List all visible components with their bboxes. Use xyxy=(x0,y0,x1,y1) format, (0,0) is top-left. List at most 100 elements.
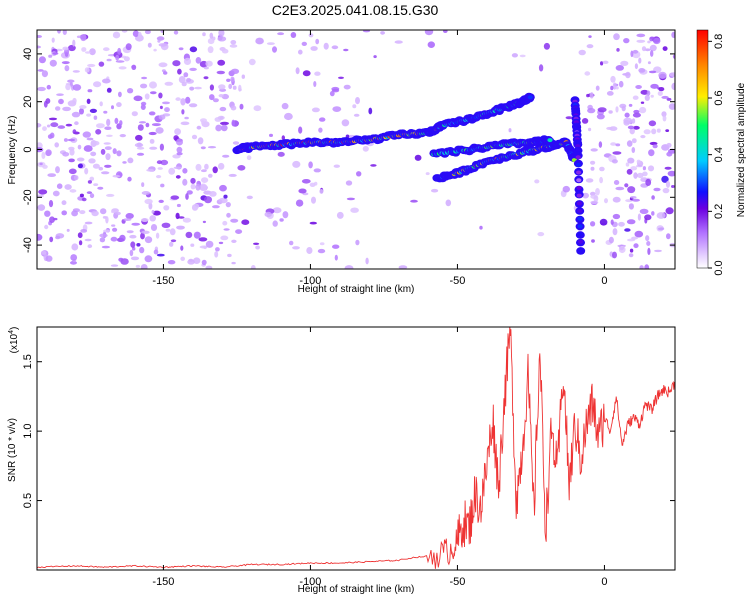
heatmap-noise-cell xyxy=(201,177,209,184)
heatmap-noise-cell xyxy=(195,183,201,191)
heatmap-noise-cell xyxy=(79,105,87,109)
heatmap-noise-cell xyxy=(144,255,153,263)
heatmap-ridge-cell xyxy=(577,209,583,213)
heatmap-noise-cell xyxy=(221,48,229,54)
heatmap-noise-cell xyxy=(55,166,60,174)
heatmap-noise-cell xyxy=(148,111,156,116)
heatmap-noise-cell xyxy=(667,170,675,177)
heatmap-noise-cell xyxy=(176,152,183,156)
heatmap-noise-cell xyxy=(64,65,70,72)
heatmap-noise-cell xyxy=(624,112,630,118)
figure-title: C2E3.2025.041.08.15.G30 xyxy=(272,2,439,18)
heatmap-noise-cell xyxy=(52,52,59,55)
heatmap-noise-cell xyxy=(182,217,191,223)
heatmap-noise-cell xyxy=(125,213,134,219)
heatmap-noise-cell xyxy=(56,183,63,189)
heatmap-noise-cell xyxy=(370,164,377,167)
heatmap-noise-cell xyxy=(218,162,225,170)
heatmap-noise-cell xyxy=(308,161,313,169)
heatmap-noise-cell xyxy=(101,245,110,249)
heatmap-noise-cell xyxy=(306,247,313,254)
heatmap-noise-cell xyxy=(201,120,205,125)
heatmap-noise-cell xyxy=(313,168,321,173)
heatmap-noise-cell xyxy=(185,96,191,104)
heatmap-noise-cell xyxy=(661,111,667,117)
heatmap-noise-cell xyxy=(227,253,232,258)
heatmap-noise-cell xyxy=(52,190,60,197)
heatmap-noise-cell xyxy=(207,46,214,54)
heatmap-noise-cell xyxy=(62,46,69,51)
heatmap-noise-cell xyxy=(220,235,229,241)
heatmap-noise-cell xyxy=(61,200,67,206)
heatmap-noise-cell xyxy=(639,265,644,269)
heatmap-ridge-cell xyxy=(575,162,582,167)
heatmap-noise-cell xyxy=(151,210,155,214)
heatmap-noise-cell xyxy=(49,236,54,243)
heatmap-noise-cell xyxy=(665,129,670,133)
heatmap-noise-cell xyxy=(204,196,212,204)
heatmap-noise-cell xyxy=(72,84,82,91)
heatmap-noise-cell xyxy=(332,244,340,249)
heatmap-noise-cell xyxy=(49,132,55,139)
heatmap-noise-cell xyxy=(668,103,675,110)
heatmap-noise-cell xyxy=(639,106,647,114)
heatmap-noise-cell xyxy=(77,144,82,150)
heatmap-noise-cell xyxy=(398,265,408,269)
heatmap-noise-cell xyxy=(519,54,526,58)
heatmap-noise-cell xyxy=(232,141,240,145)
heatmap-noise-cell xyxy=(266,42,275,45)
heatmap-noise-cell xyxy=(89,108,97,113)
heatmap-noise-cell xyxy=(132,30,139,37)
heatmap-noise-cell xyxy=(284,112,293,121)
heatmap-noise-cell xyxy=(131,111,138,117)
heatmap-noise-cell xyxy=(651,128,657,135)
heatmap-noise-cell xyxy=(331,45,339,50)
heatmap-noise-cell xyxy=(341,119,350,127)
heatmap-noise-cell xyxy=(95,129,102,135)
heatmap-noise-cell xyxy=(160,183,165,188)
x-tick-label: 0 xyxy=(601,576,607,588)
heatmap-noise-cell xyxy=(212,98,219,103)
heatmap-noise-cell xyxy=(106,58,112,62)
heatmap-noise-cell xyxy=(356,171,362,177)
heatmap-noise-cell xyxy=(298,126,303,134)
heatmap-noise-cell xyxy=(596,113,605,120)
heatmap-noise-cell xyxy=(313,81,317,87)
heatmap-noise-cell xyxy=(616,48,620,52)
heatmap-noise-cell xyxy=(41,151,46,159)
heatmap-noise-cell xyxy=(103,229,111,233)
heatmap-noise-cell xyxy=(301,41,307,47)
heatmap-noise-cell xyxy=(45,98,51,104)
heatmap-noise-cell xyxy=(631,236,638,240)
heatmap-noise-cell xyxy=(174,128,182,136)
heatmap-noise-cell xyxy=(615,186,625,191)
heatmap-noise-cell xyxy=(248,58,256,66)
heatmap-noise-cell xyxy=(102,78,111,84)
heatmap-noise-cell xyxy=(84,238,92,242)
y-tick-label: 20 xyxy=(22,96,34,108)
heatmap-noise-cell xyxy=(585,178,594,183)
heatmap-noise-cell xyxy=(198,237,208,242)
heatmap-noise-cell xyxy=(310,46,318,51)
heatmap-noise-cell xyxy=(58,98,64,105)
heatmap-noise-cell xyxy=(61,61,70,65)
y-tick-label: 40 xyxy=(22,48,34,60)
heatmap-noise-cell xyxy=(584,71,591,76)
heatmap-ridge-cell xyxy=(576,193,582,198)
heatmap-noise-cell xyxy=(645,178,652,186)
heatmap-noise-cell xyxy=(180,121,190,126)
heatmap-noise-cell xyxy=(140,101,147,106)
heatmap-noise-cell xyxy=(64,184,72,190)
heatmap-noise-cell xyxy=(246,195,253,200)
heatmap-noise-cell xyxy=(595,85,600,91)
heatmap-noise-cell xyxy=(627,186,636,194)
heatmap-noise-cell xyxy=(642,171,648,177)
heatmap-noise-cell xyxy=(231,119,236,127)
heatmap-noise-cell xyxy=(652,144,658,149)
heatmap-noise-cell xyxy=(100,208,107,215)
heatmap-noise-cell xyxy=(112,31,121,39)
heatmap-noise-cell xyxy=(230,105,237,111)
x-tick-label: -150 xyxy=(152,576,174,588)
heatmap-noise-cell xyxy=(149,146,158,150)
heatmap-noise-cell xyxy=(666,151,673,157)
